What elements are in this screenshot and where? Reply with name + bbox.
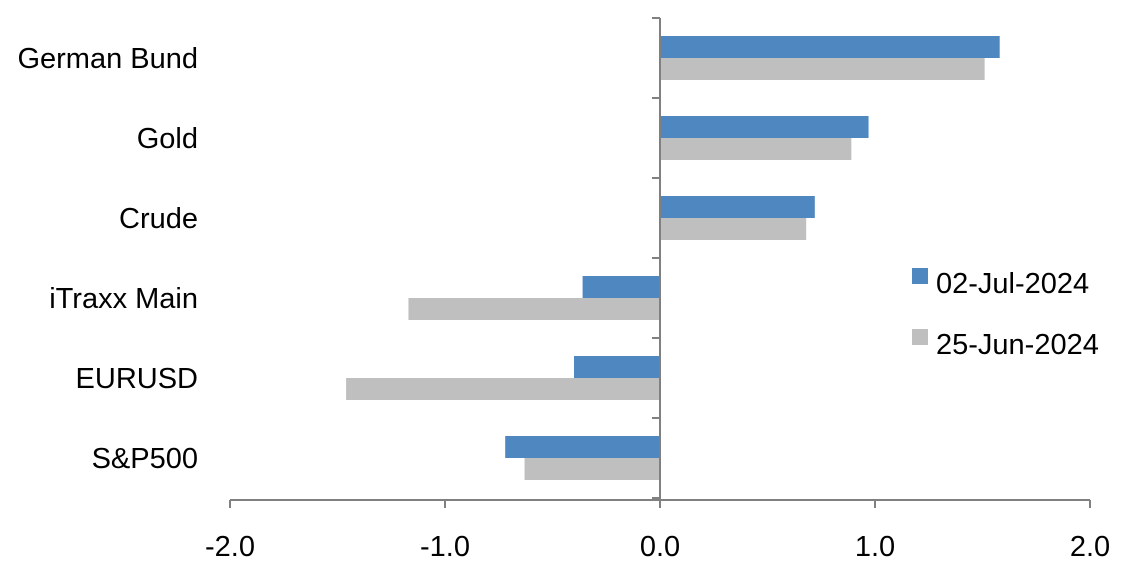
bar-25-jun [346,378,660,400]
category-label: Crude [119,203,198,235]
legend-swatch [912,329,928,345]
bar-02-jul [660,36,1000,58]
legend-label: 02-Jul-2024 [936,268,1089,300]
bar-25-jun [660,58,985,80]
category-label: iTraxx Main [49,283,198,315]
x-tick-label: 0.0 [640,531,680,563]
category-label: German Bund [17,43,198,75]
legend-swatch [912,268,928,284]
legend-label: 25-Jun-2024 [936,329,1099,361]
x-tick-label: 1.0 [855,531,895,563]
category-label: EURUSD [76,363,198,395]
x-tick-label: -1.0 [420,531,470,563]
category-label: Gold [137,123,198,155]
bar-25-jun [408,298,660,320]
x-tick-label: 2.0 [1070,531,1110,563]
bar-25-jun [524,458,660,480]
bar-02-jul [660,116,869,138]
bar-02-jul [582,276,660,298]
category-label: S&P500 [92,443,198,475]
bar-02-jul [660,196,815,218]
bar-25-jun [660,218,807,240]
bar-25-jun [660,138,852,160]
bar-02-jul [505,436,660,458]
bar-02-jul [574,356,660,378]
x-tick-label: -2.0 [205,531,255,563]
